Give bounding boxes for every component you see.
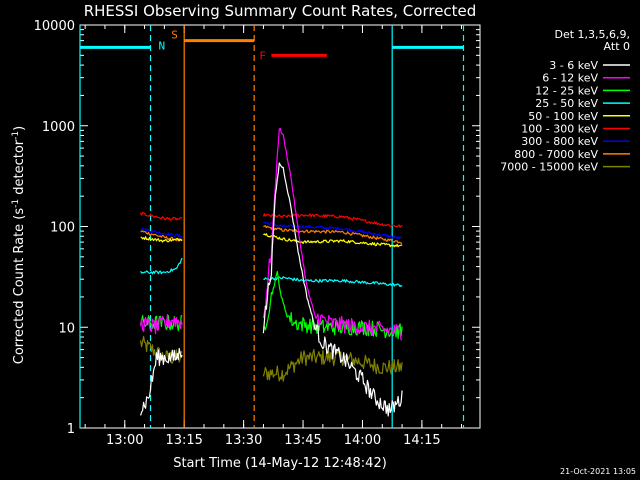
series-line (140, 313, 183, 335)
saa-flag-label: S (171, 29, 178, 42)
series-line (263, 233, 403, 248)
legend-label: 3 - 6 keV (549, 59, 598, 72)
y-axis-label: Corrected Count Rate (s-1 detector-1) (11, 126, 27, 364)
series-line (140, 236, 183, 243)
legend-label: 6 - 12 keV (542, 72, 598, 85)
legend-label: 50 - 100 keV (528, 110, 598, 123)
legend-label: 300 - 800 keV (521, 135, 598, 148)
x-tick-label: 14:00 (344, 433, 381, 448)
night-flag-label: N (159, 39, 166, 52)
legend-label: 100 - 300 keV (521, 123, 598, 136)
x-tick-label: 13:45 (284, 433, 321, 448)
x-tick-label: 13:15 (165, 433, 202, 448)
series-line (263, 276, 403, 288)
x-tick-label: 14:15 (403, 433, 440, 448)
legend-label: 25 - 50 keV (535, 97, 598, 110)
y-tick-label: 100 (50, 221, 75, 236)
x-axis: 13:00 13:15 13:30 13:45 14:00 14:15 (84, 25, 463, 448)
series-line (262, 162, 403, 417)
y-tick-label: 1 (67, 422, 75, 437)
series-line (140, 227, 183, 238)
series-line (140, 347, 183, 416)
legend-header-detectors: Det 1,3,5,6,9, (554, 28, 630, 41)
series-line (263, 225, 403, 244)
legend-label: 7000 - 15000 keV (500, 161, 598, 174)
data-series (140, 127, 403, 417)
chart-title: RHESSI Observing Summary Count Rates, Co… (84, 2, 477, 20)
y-tick-label: 10 (58, 321, 75, 336)
x-axis-label: Start Time (14-May-12 12:48:42) (173, 456, 387, 471)
legend-label: 800 - 7000 keV (514, 148, 598, 161)
y-tick-label: 1000 (42, 120, 75, 135)
series-line (140, 257, 183, 275)
y-tick-label: 10000 (34, 19, 75, 34)
series-line (262, 213, 403, 228)
series-line (140, 211, 183, 221)
legend-label: 12 - 25 keV (535, 84, 598, 97)
footer-timestamp: 21-Oct-2021 13:05 (560, 467, 636, 476)
legend-header-attenuator: Att 0 (604, 40, 630, 53)
x-tick-label: 13:30 (225, 433, 262, 448)
series-line (262, 270, 403, 340)
series-line (262, 127, 403, 341)
y-axis: 1 10 100 1000 10000 (34, 19, 480, 437)
flare-flag-label: F (259, 49, 266, 62)
observing-flags: NS F (79, 25, 465, 428)
x-tick-label: 13:00 (106, 433, 143, 448)
series-line (263, 221, 403, 240)
